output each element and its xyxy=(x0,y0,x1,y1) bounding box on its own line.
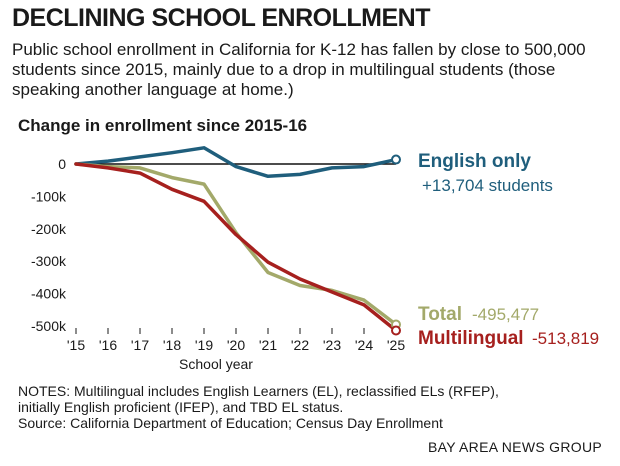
x-tick-label: '15 xyxy=(67,337,85,353)
end-marker xyxy=(391,325,401,336)
x-tick-label: '17 xyxy=(131,337,149,353)
x-tick-label: '16 xyxy=(99,337,117,353)
series-end-label: English only xyxy=(418,151,531,172)
x-tick-label: '22 xyxy=(291,337,309,353)
credit: BAY AREA NEWS GROUP xyxy=(427,439,602,455)
line-chart: 0 -100k -200k -300k -400k -500k'15 '16 '17 '18 '1… xyxy=(31,146,599,372)
x-tick-label: '25 xyxy=(387,337,405,353)
series-line-multilingual xyxy=(74,162,398,333)
x-tick-label: '21 xyxy=(259,337,277,353)
y-tick-label: -200k xyxy=(31,221,67,237)
y-tick-label: -300k xyxy=(31,253,67,269)
headline: DECLINING SCHOOL ENROLLMENT xyxy=(12,4,430,32)
chart-title: Change in enrollment since 2015-16 xyxy=(18,116,308,135)
y-tick-label: 0 xyxy=(58,156,66,172)
y-tick-label: -500k xyxy=(31,318,67,334)
x-axis-label: School year xyxy=(179,356,253,372)
x-tick-label: '23 xyxy=(323,337,341,353)
series-end-value: -513,819 xyxy=(532,329,599,348)
series-line-english-only xyxy=(74,146,398,179)
series-end-value: -495,477 xyxy=(472,305,539,324)
notes-line: NOTES: Multilingual includes English Lea… xyxy=(18,383,499,399)
deck-text: Public school enrollment in California f… xyxy=(12,40,586,99)
x-tick-label: '18 xyxy=(163,337,181,353)
notes-line: initially English proficient (IFEP), and… xyxy=(18,399,344,415)
source-line: Source: California Department of Educati… xyxy=(18,415,443,431)
x-tick-label: '19 xyxy=(195,337,213,353)
x-tick-label: '24 xyxy=(355,337,373,353)
end-marker xyxy=(391,154,401,165)
series-end-value: +13,704 students xyxy=(422,176,553,195)
notes: NOTES: Multilingual includes English Lea… xyxy=(18,383,613,431)
series-end-label: Total xyxy=(418,304,462,325)
series-end-label: Multilingual xyxy=(418,328,524,349)
y-tick-label: -100k xyxy=(31,188,67,204)
x-tick-label: '20 xyxy=(227,337,245,353)
y-tick-label: -400k xyxy=(31,286,67,302)
series-line-total xyxy=(74,162,398,327)
